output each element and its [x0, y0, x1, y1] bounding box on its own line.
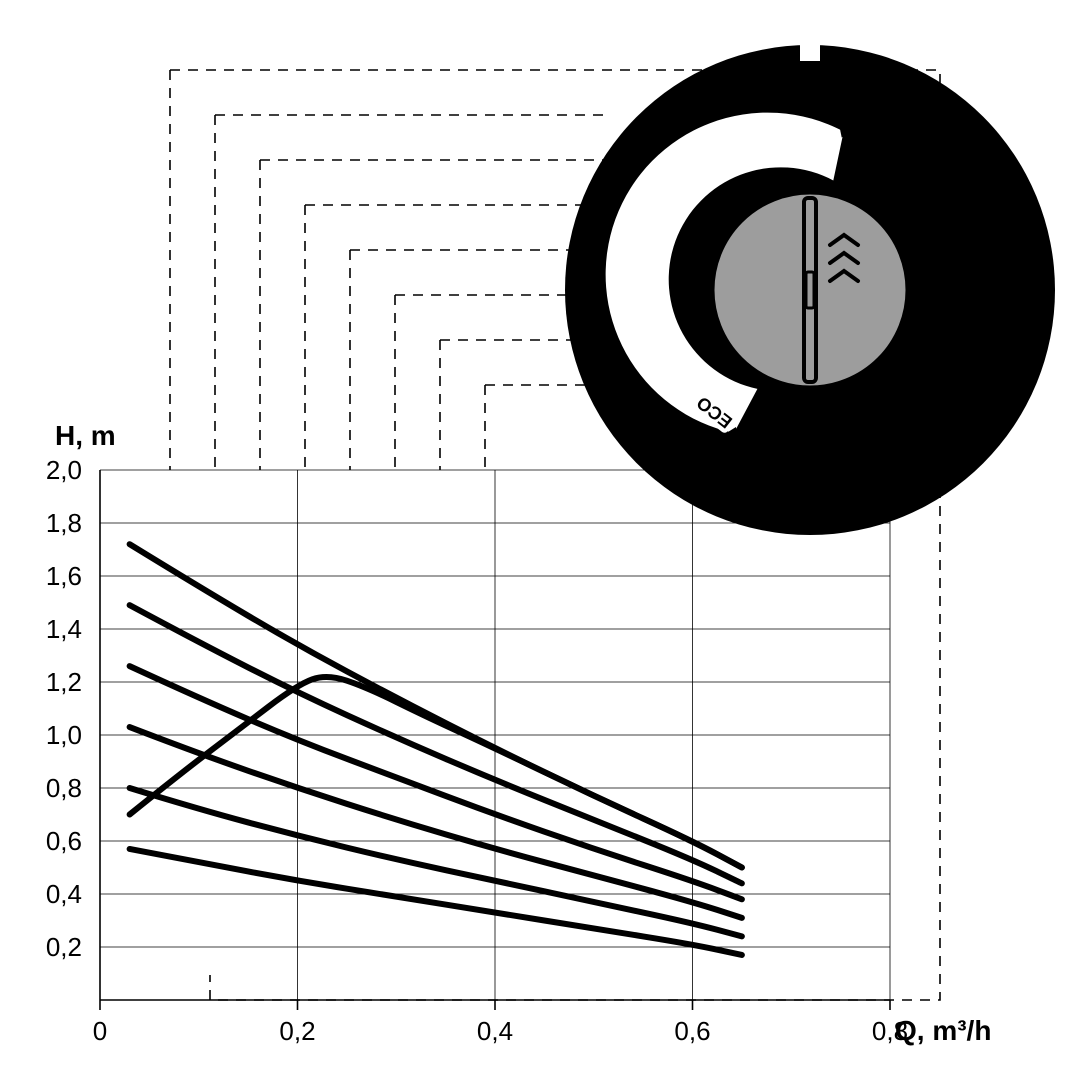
pump-curve-figure: 00,20,40,60,8 0,20,40,60,81,01,21,41,61,… [0, 0, 1080, 1080]
y-tick-label: 1,8 [46, 508, 82, 538]
y-tick-label: 1,0 [46, 720, 82, 750]
y-tick-label: 0,2 [46, 932, 82, 962]
y-tick-label: 1,4 [46, 614, 82, 644]
x-tick-label: 0,2 [279, 1016, 315, 1046]
y-tick-label: 0,8 [46, 773, 82, 803]
dial-knob[interactable] [712, 192, 908, 388]
selector-dial: MaxMinECO [565, 43, 1055, 535]
dial-top-notch [800, 43, 820, 61]
y-tick-label: 1,2 [46, 667, 82, 697]
y-axis-title: H, m [55, 420, 116, 451]
x-tick-label: 0,6 [674, 1016, 710, 1046]
y-tick-label: 0,4 [46, 879, 82, 909]
x-tick-label: 0,4 [477, 1016, 513, 1046]
x-axis-title: Q, m³/h [895, 1015, 991, 1046]
y-tick-label: 1,6 [46, 561, 82, 591]
y-tick-label: 0,6 [46, 826, 82, 856]
x-tick-label: 0 [93, 1016, 107, 1046]
y-tick-label: 2,0 [46, 455, 82, 485]
